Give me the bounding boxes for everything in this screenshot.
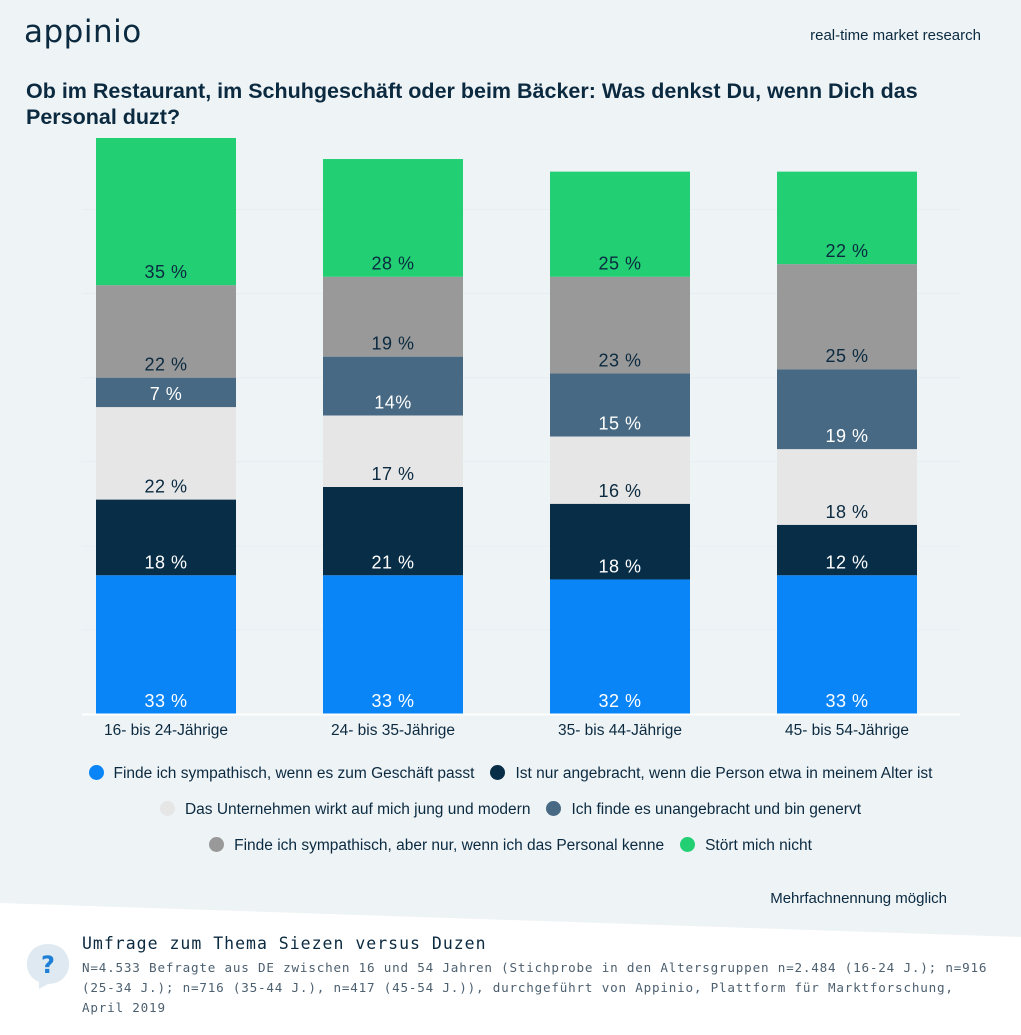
bar-segment xyxy=(96,138,236,286)
legend-swatch xyxy=(680,837,696,852)
data-label: 7 % xyxy=(150,384,183,404)
bar-segment xyxy=(96,407,236,500)
legend-swatch xyxy=(159,801,175,816)
legend-label: Stört mich nicht xyxy=(705,837,812,854)
header-tagline: real-time market research xyxy=(810,27,981,44)
data-label: 23 % xyxy=(598,350,641,370)
bar-segment xyxy=(550,373,690,437)
legend-swatch xyxy=(209,837,225,852)
bar-segment xyxy=(550,503,690,580)
bar-segment xyxy=(550,276,690,374)
data-label: 32 % xyxy=(598,691,641,711)
legend-item[interactable]: Finde ich sympathisch, wenn es zum Gesch… xyxy=(88,765,475,783)
appinio-logo[interactable]: appinio xyxy=(24,14,142,50)
bar-segment xyxy=(96,377,236,408)
bar-segment xyxy=(550,579,690,714)
legend-label: Ist nur angebracht, wenn die Person etwa… xyxy=(515,765,933,782)
data-label: 33 % xyxy=(825,691,868,711)
bar-segment xyxy=(777,575,917,714)
legend-row: Finde ich sympathisch, wenn es zum Gesch… xyxy=(0,765,1021,783)
legend-label: Finde ich sympathisch, wenn es zum Gesch… xyxy=(113,765,475,782)
chart-title: Ob im Restaurant, im Schuhgeschäft oder … xyxy=(26,79,918,129)
data-label: 35 % xyxy=(144,262,187,282)
legend-item[interactable]: Ich finde es unangebracht und bin generv… xyxy=(546,801,861,819)
multiple-answers-note: Mehrfachnennung möglich xyxy=(770,890,947,907)
data-label: 19 % xyxy=(371,334,414,354)
bar-segment xyxy=(550,171,690,277)
data-label: 15 % xyxy=(598,414,641,434)
bar-segment xyxy=(323,159,463,277)
legend-swatch xyxy=(546,801,562,816)
legend-item[interactable]: Stört mich nicht xyxy=(680,837,812,855)
data-label: 19 % xyxy=(825,426,868,446)
survey-title: Umfrage zum Thema Siezen versus Duzen xyxy=(82,934,487,953)
x-tick-label: 24- bis 35-Jährige xyxy=(331,722,455,739)
data-label: 22 % xyxy=(144,355,187,375)
data-label: 33 % xyxy=(144,691,187,711)
x-tick-label: 45- bis 54-Jährige xyxy=(785,722,909,739)
data-label: 12 % xyxy=(825,552,868,572)
legend-label: Finde ich sympathisch, aber nur, wenn ic… xyxy=(234,837,665,854)
data-label: 21 % xyxy=(371,552,414,572)
bar-segment xyxy=(96,499,236,576)
bar-segment xyxy=(323,356,463,416)
data-label: 28 % xyxy=(371,254,414,274)
data-label: 17 % xyxy=(371,464,414,484)
bar-segment xyxy=(96,575,236,714)
bar-segment xyxy=(777,524,917,576)
data-label: 22 % xyxy=(825,241,868,261)
question-icon: ? xyxy=(27,944,69,989)
bar-segment xyxy=(550,436,690,504)
legend-item[interactable]: Finde ich sympathisch, aber nur, wenn ic… xyxy=(209,837,664,855)
bar-segment xyxy=(777,369,917,450)
survey-description: N=4.533 Befragte aus DE zwischen 16 und … xyxy=(82,960,988,1015)
legend-row: Das Unternehmen wirkt auf mich jung und … xyxy=(0,801,1021,819)
data-label: 16 % xyxy=(598,481,641,501)
bar-segment xyxy=(96,285,236,378)
bar-segment xyxy=(777,264,917,370)
bar-segment xyxy=(777,171,917,265)
legend-item[interactable]: Das Unternehmen wirkt auf mich jung und … xyxy=(159,801,531,819)
bar-segment xyxy=(323,415,463,487)
data-label: 22 % xyxy=(144,477,187,497)
data-label: 18 % xyxy=(825,502,868,522)
legend-row: Finde ich sympathisch, aber nur, wenn ic… xyxy=(0,837,1021,855)
bar-segment xyxy=(323,276,463,357)
x-tick-label: 35- bis 44-Jährige xyxy=(558,722,682,739)
bar-segment xyxy=(323,575,463,714)
data-label: 18 % xyxy=(144,552,187,572)
data-label: 18 % xyxy=(598,556,641,576)
bar-segment xyxy=(323,486,463,576)
data-label: 14% xyxy=(374,392,412,412)
stacked-bar-chart: 33 % 18 % 22 % 7 % 22 % 35 % 16- bis 24-Jährig… xyxy=(82,138,960,739)
data-label: 33 % xyxy=(371,691,414,711)
legend-label: Ich finde es unangebracht und bin generv… xyxy=(571,801,862,818)
x-tick-label: 16- bis 24-Jährige xyxy=(104,722,228,739)
data-label: 25 % xyxy=(598,254,641,274)
bar-segment xyxy=(777,449,917,525)
svg-text:?: ? xyxy=(41,951,55,979)
legend-item[interactable]: Ist nur angebracht, wenn die Person etwa… xyxy=(490,765,932,783)
legend-label: Das Unternehmen wirkt auf mich jung und … xyxy=(184,801,531,818)
data-label: 25 % xyxy=(825,346,868,366)
legend-swatch xyxy=(88,765,104,780)
legend-swatch xyxy=(490,765,506,780)
